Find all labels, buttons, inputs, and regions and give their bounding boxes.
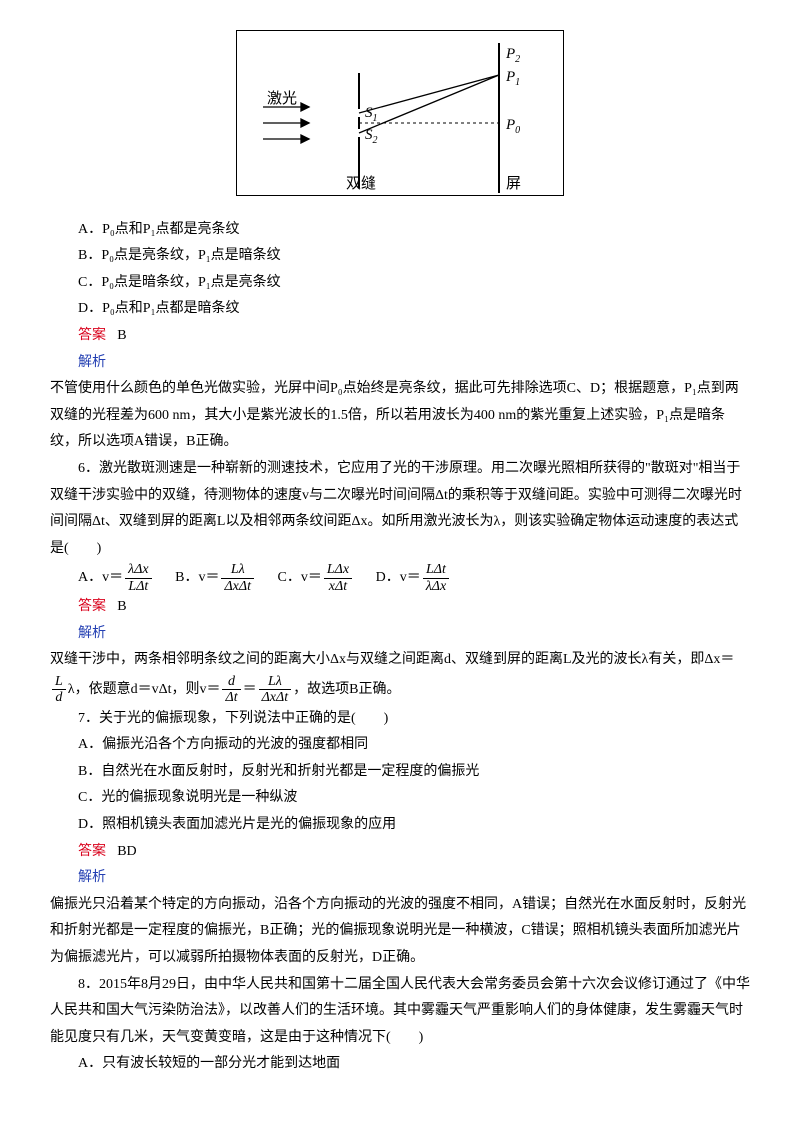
q5-explanation: 不管使用什么颜色的单色光做实验，光屏中间P₀点始终是亮条纹，据此可先排除选项C、… [50,376,750,456]
q8-option-a: A．只有波长较短的一部分光才能到达地面 [50,1051,750,1078]
label-p1: P1 [505,69,520,88]
q7-expl-label: 解析 [50,865,750,892]
q5-option-c: C．P₀点是暗条纹，P₁点是亮条纹 [50,270,750,297]
q8-stem: 8．2015年8月29日，由中华人民共和国第十二届全国人民代表大会常务委员会第十… [50,972,750,1052]
q6-option-d: D．v＝LΔtλΔx [376,562,452,594]
diagram-svg: 激光 S1 S2 双缝 屏 P2 P1 P0 [251,43,541,193]
q7-stem: 7．关于光的偏振现象，下列说法中正确的是( ) [50,706,750,733]
q7-answer: BD [117,844,136,859]
q7-option-a: A．偏振光沿各个方向振动的光波的强度都相同 [50,732,750,759]
q5-answer: B [117,328,126,343]
q6-option-c: C．v＝LΔxxΔt [278,562,355,594]
label-p0: P0 [505,117,520,136]
q5-expl-label: 解析 [50,350,750,377]
q7-option-c: C．光的偏振现象说明光是一种纵波 [50,785,750,812]
q7-option-d: D．照相机镜头表面加滤光片是光的偏振现象的应用 [50,812,750,839]
q7-option-b: B．自然光在水面反射时，反射光和折射光都是一定程度的偏振光 [50,759,750,786]
q5-option-d: D．P₀点和P₁点都是暗条纹 [50,296,750,323]
diagram-frame: 激光 S1 S2 双缝 屏 P2 P1 P0 [236,30,564,196]
q6-option-b: B．v＝LλΔxΔt [175,562,256,594]
label-screen: 屏 [506,176,521,192]
q7-answer-label: 答案 [50,839,106,866]
q6-options: A．v＝λΔxLΔt B．v＝LλΔxΔt C．v＝LΔxxΔt D．v＝LΔt… [50,562,750,594]
q6-expl-label: 解析 [50,621,750,648]
q6-explanation: 双缝干涉中，两条相邻明条纹之间的距离大小Δx与双缝之间距离d、双缝到屏的距离L及… [50,647,750,705]
label-double-slit: 双缝 [346,175,376,192]
q5-option-b: B．P₀点是亮条纹，P₁点是暗条纹 [50,243,750,270]
q7-explanation: 偏振光只沿着某个特定的方向振动，沿各个方向振动的光波的强度不相同，A错误；自然光… [50,892,750,972]
q6-answer-label: 答案 [50,594,106,621]
double-slit-diagram: 激光 S1 S2 双缝 屏 P2 P1 P0 [50,30,750,207]
label-p2: P2 [505,46,520,65]
q5-answer-label: 答案 [50,323,106,350]
label-laser: 激光 [267,90,297,107]
q5-option-a: A．P₀点和P₁点都是亮条纹 [50,217,750,244]
q6-answer: B [117,599,126,614]
q6-option-a: A．v＝λΔxLΔt [78,562,154,594]
q6-stem: 6．激光散斑测速是一种崭新的测速技术，它应用了光的干涉原理。用二次曝光照相所获得… [50,456,750,562]
